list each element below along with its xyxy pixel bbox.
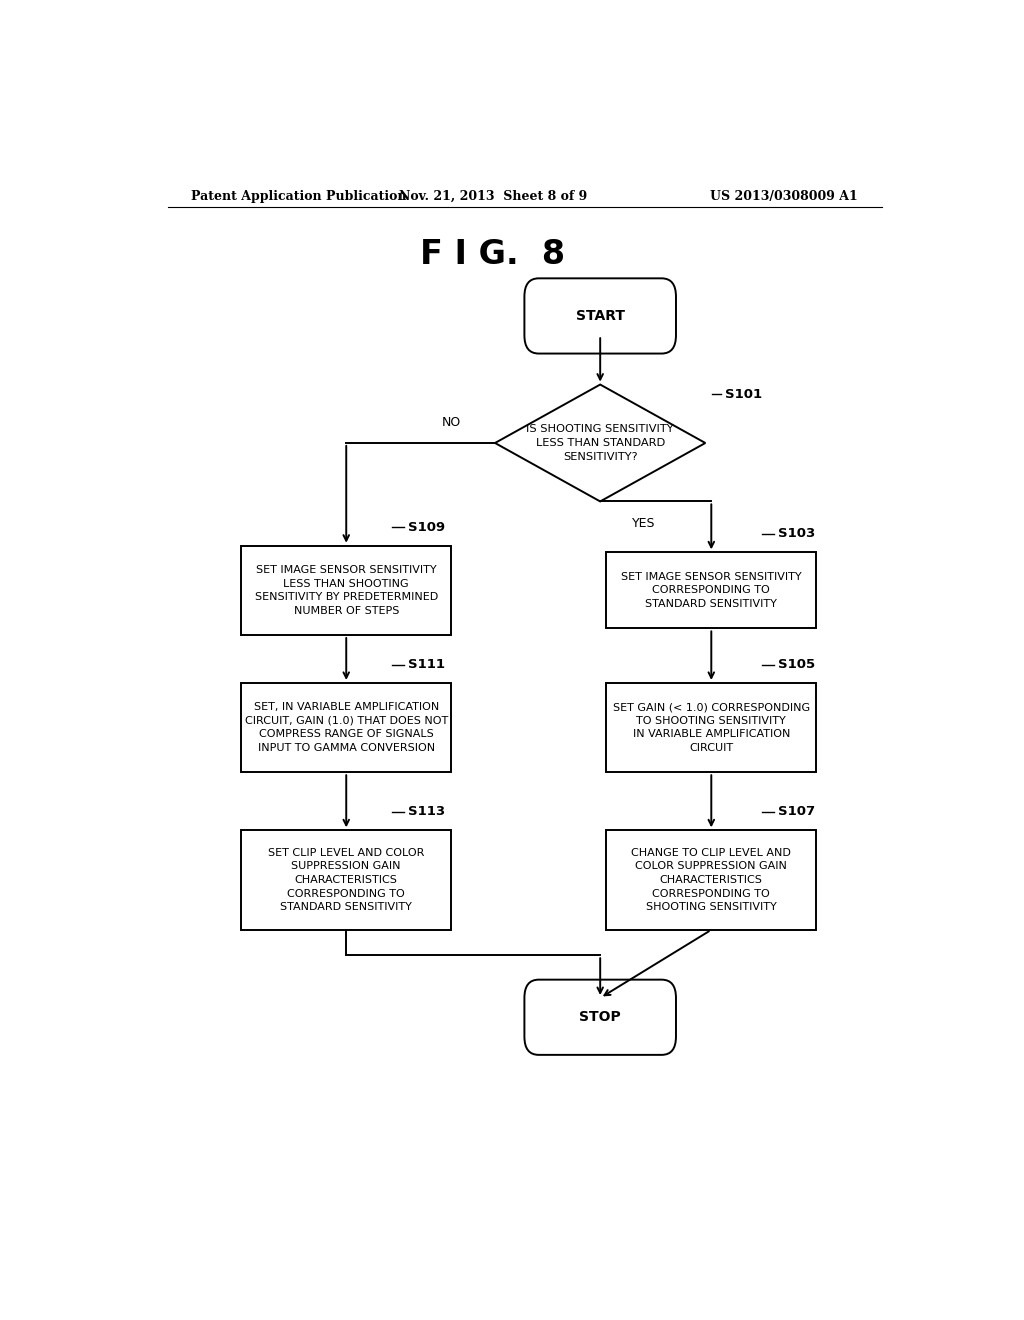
Text: SET IMAGE SENSOR SENSITIVITY
LESS THAN SHOOTING
SENSITIVITY BY PREDETERMINED
NUM: SET IMAGE SENSOR SENSITIVITY LESS THAN S… (255, 565, 438, 615)
Text: NO: NO (441, 416, 461, 429)
Text: SET CLIP LEVEL AND COLOR
SUPPRESSION GAIN
CHARACTERISTICS
CORRESPONDING TO
STAND: SET CLIP LEVEL AND COLOR SUPPRESSION GAI… (268, 847, 424, 912)
Text: SET IMAGE SENSOR SENSITIVITY
CORRESPONDING TO
STANDARD SENSITIVITY: SET IMAGE SENSOR SENSITIVITY CORRESPONDI… (621, 572, 802, 609)
Text: S107: S107 (778, 805, 815, 818)
Text: SET GAIN (< 1.0) CORRESPONDING
TO SHOOTING SENSITIVITY
IN VARIABLE AMPLIFICATION: SET GAIN (< 1.0) CORRESPONDING TO SHOOTI… (612, 702, 810, 752)
Text: S101: S101 (725, 388, 762, 401)
Text: F I G.  8: F I G. 8 (421, 239, 565, 272)
Text: START: START (575, 309, 625, 323)
Text: S109: S109 (408, 521, 444, 533)
Bar (241, 682, 452, 772)
Bar (606, 682, 816, 772)
Text: SET, IN VARIABLE AMPLIFICATION
CIRCUIT, GAIN (1.0) THAT DOES NOT
COMPRESS RANGE : SET, IN VARIABLE AMPLIFICATION CIRCUIT, … (245, 702, 447, 752)
Text: IS SHOOTING SENSITIVITY
LESS THAN STANDARD
SENSITIVITY?: IS SHOOTING SENSITIVITY LESS THAN STANDA… (526, 425, 674, 462)
Text: S105: S105 (778, 659, 815, 671)
Bar (241, 830, 452, 929)
Text: S103: S103 (778, 528, 815, 540)
Bar (606, 830, 816, 929)
FancyBboxPatch shape (524, 279, 676, 354)
Text: US 2013/0308009 A1: US 2013/0308009 A1 (711, 190, 858, 202)
Text: STOP: STOP (580, 1010, 622, 1024)
Text: S111: S111 (408, 659, 444, 671)
Text: S113: S113 (408, 805, 444, 818)
Bar (241, 545, 452, 635)
Text: YES: YES (632, 517, 655, 531)
Text: CHANGE TO CLIP LEVEL AND
COLOR SUPPRESSION GAIN
CHARACTERISTICS
CORRESPONDING TO: CHANGE TO CLIP LEVEL AND COLOR SUPPRESSI… (632, 847, 792, 912)
Text: Patent Application Publication: Patent Application Publication (191, 190, 407, 202)
Text: Nov. 21, 2013  Sheet 8 of 9: Nov. 21, 2013 Sheet 8 of 9 (399, 190, 587, 202)
Bar (606, 552, 816, 628)
FancyBboxPatch shape (524, 979, 676, 1055)
Polygon shape (495, 384, 706, 502)
